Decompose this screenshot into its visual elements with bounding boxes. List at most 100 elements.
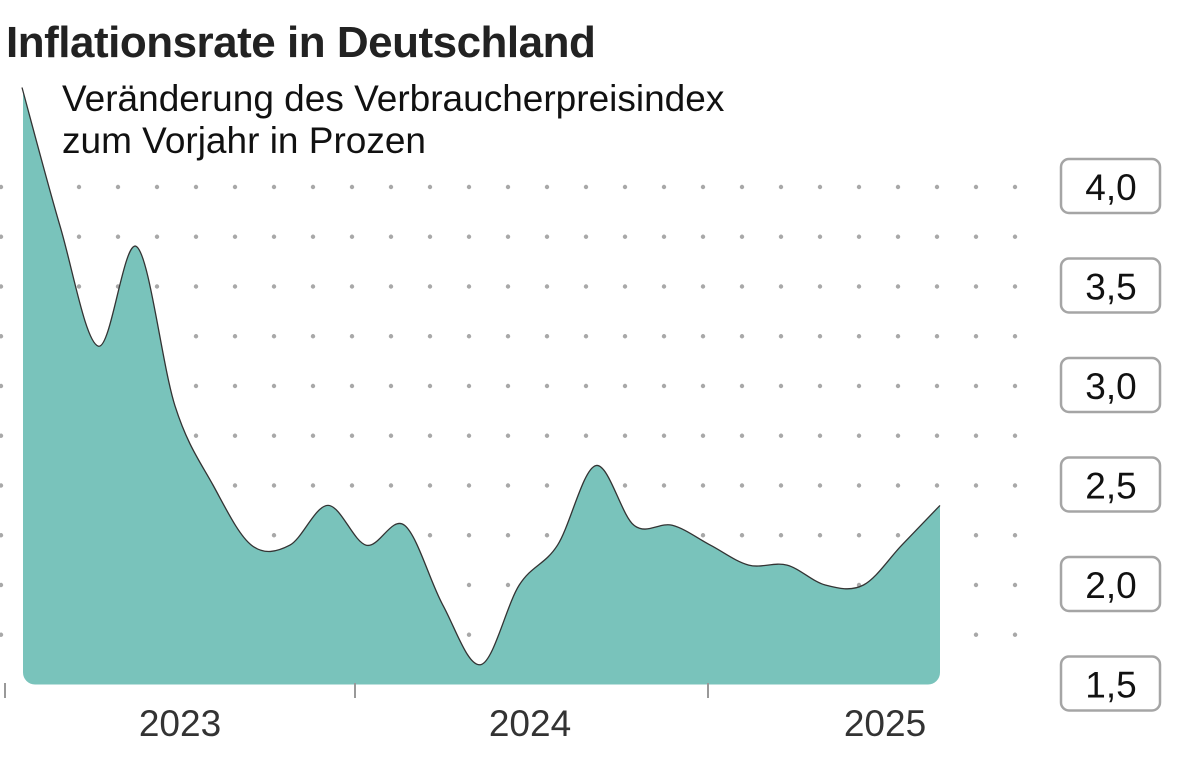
grid-dot bbox=[193, 234, 199, 239]
grid-dot bbox=[661, 383, 667, 389]
grid-dot bbox=[856, 234, 862, 239]
grid-dot bbox=[544, 383, 550, 389]
grid-dot bbox=[1012, 184, 1018, 190]
chart-subtitle: Veränderung des Verbraucherpreisindex zu… bbox=[62, 78, 724, 162]
grid-dot bbox=[622, 334, 628, 339]
grid-dot bbox=[232, 234, 238, 239]
grid-dot bbox=[856, 284, 862, 289]
grid-dot bbox=[388, 234, 394, 239]
grid-dot bbox=[427, 334, 433, 339]
subtitle-line-1: Veränderung des Verbraucherpreisindex bbox=[62, 78, 725, 119]
grid-dot bbox=[271, 234, 277, 239]
y-tick-label: 3,0 bbox=[1085, 366, 1136, 407]
y-tick-box bbox=[1059, 356, 1162, 414]
grid-dot bbox=[232, 433, 238, 438]
grid-dot bbox=[193, 284, 199, 289]
grid-dot bbox=[778, 234, 784, 239]
grid-dot bbox=[661, 234, 667, 239]
grid-dot bbox=[934, 483, 940, 488]
grid-dot bbox=[817, 234, 823, 239]
grid-dot bbox=[739, 533, 745, 538]
grid-dot bbox=[427, 433, 433, 438]
grid-dot bbox=[622, 433, 628, 438]
grid-dot bbox=[700, 383, 706, 389]
grid-dot bbox=[466, 483, 472, 488]
y-tick-label: 3,5 bbox=[1085, 267, 1136, 308]
grid-dot bbox=[349, 184, 355, 190]
grid-dot bbox=[115, 184, 121, 190]
grid-dot bbox=[310, 184, 316, 190]
grid-dot bbox=[583, 433, 589, 438]
x-tick-label: 2024 bbox=[489, 703, 571, 744]
grid-dot bbox=[856, 433, 862, 438]
grid-dot bbox=[739, 284, 745, 289]
area-fill bbox=[23, 87, 940, 685]
grid-dot bbox=[973, 234, 979, 239]
grid-dot bbox=[973, 533, 979, 538]
grid-dot bbox=[583, 234, 589, 239]
grid-dot bbox=[739, 483, 745, 488]
grid-dot bbox=[271, 184, 277, 190]
grid-dot bbox=[895, 284, 901, 289]
grid-dot bbox=[1012, 284, 1018, 289]
grid-dot bbox=[739, 433, 745, 438]
grid-dot bbox=[661, 334, 667, 339]
grid-dot bbox=[0, 234, 4, 239]
grid-dot bbox=[622, 483, 628, 488]
grid-dot bbox=[0, 184, 4, 190]
grid-dot bbox=[388, 383, 394, 389]
y-tick-label: 4,0 bbox=[1085, 167, 1136, 208]
grid-dot bbox=[0, 284, 4, 289]
grid-dot bbox=[778, 383, 784, 389]
grid-dot bbox=[973, 433, 979, 438]
y-tick-label: 2,5 bbox=[1085, 466, 1136, 507]
grid-dot bbox=[1012, 632, 1018, 637]
grid-dot bbox=[973, 483, 979, 488]
grid-dot bbox=[466, 582, 472, 588]
grid-dot bbox=[934, 234, 940, 239]
grid-dot bbox=[856, 184, 862, 190]
grid-dot bbox=[739, 334, 745, 339]
grid-dot bbox=[895, 184, 901, 190]
grid-dot bbox=[466, 533, 472, 538]
grid-dot bbox=[427, 284, 433, 289]
area-series bbox=[21, 87, 941, 685]
grid-dot bbox=[700, 184, 706, 190]
grid-dot bbox=[856, 483, 862, 488]
grid-dot bbox=[544, 483, 550, 488]
grid-dot bbox=[271, 284, 277, 289]
grid-dot bbox=[973, 632, 979, 637]
y-tick-box bbox=[1059, 257, 1162, 314]
chart-title: Inflationsrate in Deutschland bbox=[6, 18, 596, 67]
grid-dot bbox=[505, 234, 511, 239]
grid-dot bbox=[895, 533, 901, 538]
grid-dot bbox=[661, 433, 667, 438]
grid-dot bbox=[973, 184, 979, 190]
grid-dot bbox=[778, 284, 784, 289]
grid-dot bbox=[76, 234, 82, 239]
grid-dot bbox=[0, 334, 4, 339]
grid-dot bbox=[505, 184, 511, 190]
grid-dot bbox=[193, 334, 199, 339]
grid-dot bbox=[973, 284, 979, 289]
grid-dot bbox=[583, 184, 589, 190]
y-tick-label: 2,0 bbox=[1085, 565, 1136, 606]
grid-dot bbox=[271, 383, 277, 389]
grid-dot bbox=[934, 433, 940, 438]
y-tick-box bbox=[1059, 157, 1162, 215]
grid-dot bbox=[271, 334, 277, 339]
grid-dot bbox=[349, 284, 355, 289]
grid-dot bbox=[271, 483, 277, 488]
grid-dot bbox=[817, 334, 823, 339]
grid-dot bbox=[349, 483, 355, 488]
grid-dot bbox=[817, 284, 823, 289]
grid-dot bbox=[505, 533, 511, 538]
grid-dot bbox=[0, 582, 4, 588]
grid-dot bbox=[1012, 483, 1018, 488]
grid-dot bbox=[895, 334, 901, 339]
grid-dot bbox=[76, 184, 82, 190]
grid-dot bbox=[622, 383, 628, 389]
grid-dot bbox=[856, 533, 862, 538]
grid-dot bbox=[700, 334, 706, 339]
